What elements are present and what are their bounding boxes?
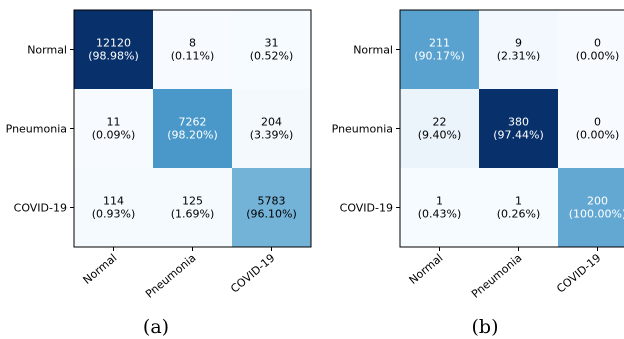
cell-percent-label: (0.09%) — [92, 129, 136, 142]
matrix-cell — [558, 10, 624, 89]
matrix-cell — [153, 168, 232, 247]
matrix-cell — [232, 89, 311, 168]
panel-caption: (b) — [472, 316, 499, 338]
cell-count-label: 12120 — [96, 37, 131, 50]
x-tick-label: Pneumonia — [469, 251, 524, 300]
x-tick-label: Pneumonia — [143, 251, 198, 300]
cell-count-label: 0 — [594, 37, 601, 50]
cell-percent-label: (0.26%) — [497, 208, 541, 221]
cell-percent-label: (0.00%) — [576, 50, 620, 63]
cell-percent-label: (98.98%) — [88, 50, 139, 63]
cell-percent-label: (98.20%) — [167, 129, 218, 142]
matrix-cell — [153, 10, 232, 89]
matrix-cell — [400, 89, 479, 168]
cell-count-label: 5783 — [258, 195, 286, 208]
cell-percent-label: (0.11%) — [171, 50, 215, 63]
matrix-cell — [74, 10, 153, 89]
cell-count-label: 8 — [189, 37, 196, 50]
cell-percent-label: (100.00%) — [569, 208, 624, 221]
matrix-cell — [558, 168, 624, 247]
x-tick-label: COVID-19 — [228, 251, 277, 295]
cell-percent-label: (0.93%) — [92, 208, 136, 221]
matrix-cell — [400, 10, 479, 89]
cell-percent-label: (1.69%) — [171, 208, 215, 221]
x-tick-label: Normal — [81, 251, 120, 287]
cell-count-label: 204 — [261, 116, 282, 129]
cell-percent-label: (0.52%) — [250, 50, 294, 63]
cell-count-label: 114 — [103, 195, 124, 208]
cell-percent-label: (97.44%) — [493, 129, 544, 142]
cell-percent-label: (0.43%) — [418, 208, 462, 221]
matrix-cell — [74, 89, 153, 168]
cell-count-label: 125 — [182, 195, 203, 208]
cell-count-label: 211 — [429, 37, 450, 50]
y-tick-label: Pneumonia — [332, 123, 393, 136]
cell-percent-label: (2.31%) — [497, 50, 541, 63]
matrix-cell — [400, 168, 479, 247]
cell-count-label: 9 — [515, 37, 522, 50]
matrix-cell — [74, 168, 153, 247]
cell-count-label: 1 — [515, 195, 522, 208]
matrix-cell — [558, 89, 624, 168]
cell-count-label: 0 — [594, 116, 601, 129]
cell-percent-label: (96.10%) — [246, 208, 297, 221]
y-tick-label: Pneumonia — [6, 123, 67, 136]
cell-count-label: 22 — [433, 116, 447, 129]
cell-count-label: 200 — [587, 195, 608, 208]
cell-count-label: 1 — [436, 195, 443, 208]
matrix-cell — [232, 168, 311, 247]
cell-count-label: 7262 — [179, 116, 207, 129]
cell-count-label: 380 — [508, 116, 529, 129]
cell-percent-label: (0.00%) — [576, 129, 620, 142]
cell-percent-label: (9.40%) — [418, 129, 462, 142]
confusion-matrix-b: 211(90.17%)9(2.31%)0(0.00%)22(9.40%)380(… — [332, 9, 624, 338]
matrix-cell — [479, 168, 558, 247]
matrix-cell — [153, 89, 232, 168]
confusion-matrix-a: 12120(98.98%) 8(0.11%) 31(0.52%) 11(0.09%) 7… — [6, 9, 312, 338]
y-tick-label: Normal — [27, 44, 67, 57]
matrix-cell — [232, 10, 311, 89]
matrix-cell — [479, 89, 558, 168]
y-tick-label: COVID-19 — [14, 202, 67, 215]
x-tick-label: Normal — [407, 251, 446, 287]
cell-count-label: 11 — [107, 116, 121, 129]
matrix-cell — [479, 10, 558, 89]
cell-count-label: 31 — [265, 37, 279, 50]
cell-percent-label: (3.39%) — [250, 129, 294, 142]
y-tick-label: Normal — [353, 44, 393, 57]
panel-caption: (a) — [143, 316, 169, 338]
y-tick-label: COVID-19 — [340, 202, 393, 215]
x-tick-label: COVID-19 — [554, 251, 603, 295]
cell-percent-label: (90.17%) — [414, 50, 465, 63]
